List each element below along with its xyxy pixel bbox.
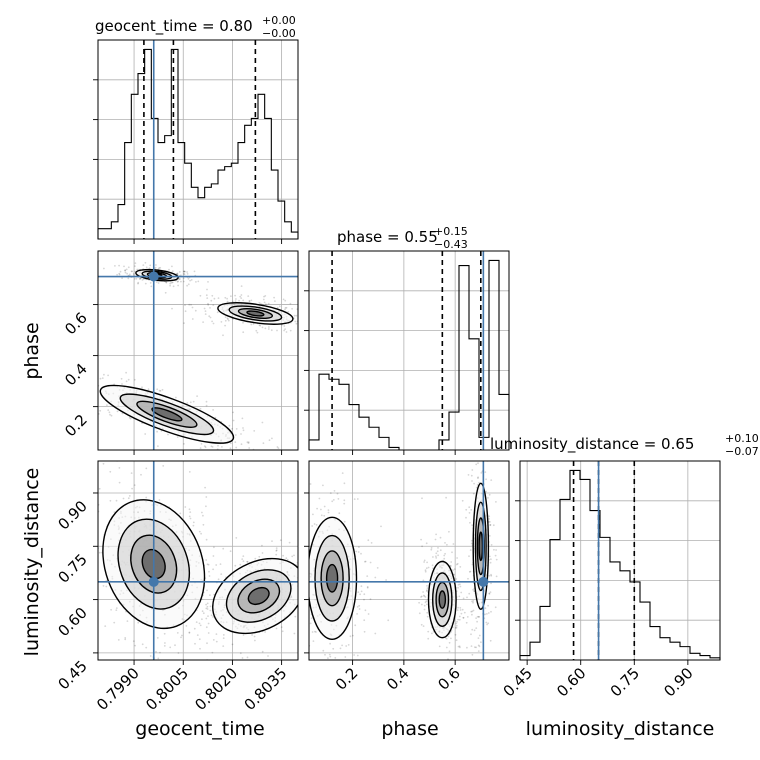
y-tick-label-phase: 0.6 — [61, 309, 91, 339]
panel-frame — [97, 250, 299, 451]
contours-phase-luminosity_distance — [309, 482, 490, 640]
y-tick-label-luminosity_distance: 0.75 — [54, 550, 90, 586]
contour-level-4 — [438, 590, 447, 609]
x-tick-label-geocent_time: 0.8035 — [241, 664, 291, 714]
title-luminosity-distance-lower: −0.07 — [725, 445, 759, 458]
y-tick-label-luminosity_distance: 0.90 — [54, 497, 90, 533]
title-phase-lower: −0.43 — [434, 238, 468, 251]
y-tick-label-phase: 0.2 — [61, 411, 91, 441]
xlabel-luminosity-distance: luminosity_distance — [526, 718, 715, 740]
histogram-geocent_time — [97, 48, 299, 239]
xlabel-geocent-time: geocent_time — [135, 718, 264, 740]
title-geocent-time-upper: +0.00 — [262, 14, 296, 27]
truth-point — [478, 576, 489, 587]
title-luminosity-distance-upper: +0.10 — [725, 432, 759, 445]
y-tick-label-luminosity_distance: 0.45 — [54, 657, 90, 693]
x-tick-label-phase: 0.4 — [383, 664, 413, 694]
panel-frame — [519, 460, 721, 661]
contour-level-4 — [247, 586, 270, 606]
contour-level-4 — [246, 310, 265, 317]
title-geocent-time: geocent_time = 0.80 — [95, 17, 253, 36]
panel-frame — [97, 460, 299, 661]
contours-geocent_time-luminosity_distance — [102, 499, 298, 635]
x-tick-label-luminosity_distance: 0.75 — [607, 664, 643, 700]
title-phase-upper: +0.15 — [434, 225, 468, 238]
x-tick-label-geocent_time: 0.8020 — [191, 664, 241, 714]
contour-level-4 — [325, 563, 339, 593]
truth-point — [148, 271, 159, 282]
contour-level-4 — [151, 407, 183, 422]
xlabel-phase: phase — [381, 718, 438, 740]
x-tick-label-luminosity_distance: 0.90 — [660, 664, 696, 700]
y-tick-label-luminosity_distance: 0.60 — [54, 604, 90, 640]
x-tick-label-luminosity_distance: 0.60 — [553, 664, 589, 700]
x-tick-label-luminosity_distance: 0.45 — [500, 664, 536, 700]
panel-frame — [308, 460, 510, 661]
title-phase: phase = 0.55 — [337, 228, 438, 246]
ylabel-luminosity-distance: luminosity_distance — [21, 468, 43, 657]
contours-geocent_time-phase — [99, 268, 294, 444]
histogram-phase — [308, 259, 510, 451]
x-tick-label-phase: 0.2 — [332, 664, 362, 694]
panel-frame — [97, 39, 299, 240]
histogram-luminosity_distance — [519, 469, 721, 660]
ylabel-phase: phase — [21, 322, 43, 379]
title-geocent-time-lower: −0.00 — [262, 27, 296, 40]
x-tick-label-geocent_time: 0.7990 — [93, 664, 143, 714]
x-tick-label-geocent_time: 0.8005 — [142, 664, 192, 714]
truth-point — [148, 576, 159, 587]
contour-level-4 — [478, 531, 484, 562]
panel-frame — [308, 250, 510, 451]
x-tick-label-phase: 0.6 — [434, 664, 464, 694]
title-luminosity-distance: luminosity_distance = 0.65 — [490, 435, 694, 454]
y-tick-label-phase: 0.4 — [61, 360, 91, 390]
